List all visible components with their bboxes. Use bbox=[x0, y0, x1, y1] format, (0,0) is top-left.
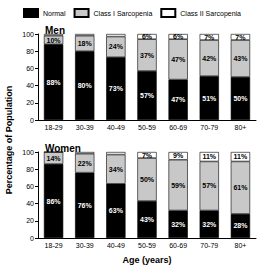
svg-text:20: 20 bbox=[26, 99, 34, 106]
svg-text:18%: 18% bbox=[78, 40, 93, 47]
svg-text:60: 60 bbox=[26, 183, 34, 190]
svg-text:50-59: 50-59 bbox=[138, 242, 156, 249]
svg-text:80+: 80+ bbox=[234, 124, 246, 131]
svg-text:50%: 50% bbox=[140, 176, 155, 183]
svg-text:42%: 42% bbox=[202, 55, 217, 62]
svg-text:40: 40 bbox=[26, 82, 34, 89]
svg-text:40: 40 bbox=[26, 200, 34, 207]
svg-text:80: 80 bbox=[26, 166, 34, 173]
svg-text:80+: 80+ bbox=[234, 242, 246, 249]
svg-text:60-69: 60-69 bbox=[169, 242, 187, 249]
svg-text:Men: Men bbox=[45, 25, 65, 36]
svg-text:Percentage of Population: Percentage of Population bbox=[4, 86, 14, 195]
svg-text:57%: 57% bbox=[140, 92, 155, 99]
svg-text:28%: 28% bbox=[233, 222, 248, 229]
svg-text:18-29: 18-29 bbox=[45, 242, 63, 249]
svg-text:60-69: 60-69 bbox=[169, 124, 187, 131]
svg-text:7%: 7% bbox=[142, 152, 153, 159]
svg-text:32%: 32% bbox=[202, 221, 217, 228]
svg-text:47%: 47% bbox=[171, 96, 186, 103]
svg-text:37%: 37% bbox=[140, 52, 155, 59]
svg-text:0: 0 bbox=[30, 117, 34, 124]
svg-text:6%: 6% bbox=[173, 33, 184, 40]
svg-text:47%: 47% bbox=[171, 56, 186, 63]
svg-text:40-49: 40-49 bbox=[107, 242, 125, 249]
svg-text:Age (years): Age (years) bbox=[122, 255, 171, 265]
svg-text:73%: 73% bbox=[109, 85, 124, 92]
svg-text:80: 80 bbox=[26, 48, 34, 55]
svg-text:61%: 61% bbox=[233, 184, 248, 191]
svg-text:18-29: 18-29 bbox=[45, 124, 63, 131]
svg-text:Normal: Normal bbox=[43, 10, 66, 17]
svg-text:51%: 51% bbox=[202, 95, 217, 102]
svg-text:24%: 24% bbox=[109, 43, 124, 50]
svg-text:Class I Sarcopenia: Class I Sarcopenia bbox=[94, 10, 153, 18]
svg-text:63%: 63% bbox=[109, 207, 124, 214]
svg-text:43%: 43% bbox=[140, 216, 155, 223]
svg-text:11%: 11% bbox=[234, 153, 248, 160]
svg-text:60: 60 bbox=[26, 65, 34, 72]
svg-text:Women: Women bbox=[45, 143, 81, 154]
svg-text:Class II Sarcopenia: Class II Sarcopenia bbox=[180, 10, 241, 18]
svg-text:30-39: 30-39 bbox=[76, 124, 94, 131]
svg-text:0: 0 bbox=[30, 235, 34, 242]
svg-text:30-39: 30-39 bbox=[76, 242, 94, 249]
svg-text:80%: 80% bbox=[78, 82, 93, 89]
svg-text:76%: 76% bbox=[78, 202, 93, 209]
svg-text:100: 100 bbox=[22, 31, 34, 38]
svg-text:57%: 57% bbox=[202, 182, 217, 189]
svg-text:59%: 59% bbox=[171, 182, 186, 189]
svg-text:70-79: 70-79 bbox=[200, 242, 218, 249]
svg-text:100: 100 bbox=[22, 149, 34, 156]
svg-text:32%: 32% bbox=[171, 221, 186, 228]
svg-text:7%: 7% bbox=[204, 34, 215, 41]
svg-text:22%: 22% bbox=[78, 160, 93, 167]
svg-text:7%: 7% bbox=[235, 34, 246, 41]
svg-text:50-59: 50-59 bbox=[138, 124, 156, 131]
svg-text:43%: 43% bbox=[233, 55, 248, 62]
svg-text:88%: 88% bbox=[47, 79, 62, 86]
svg-text:86%: 86% bbox=[47, 198, 62, 205]
svg-text:40-49: 40-49 bbox=[107, 124, 125, 131]
svg-text:14%: 14% bbox=[47, 155, 62, 162]
svg-text:20: 20 bbox=[26, 217, 34, 224]
svg-text:11%: 11% bbox=[202, 153, 216, 160]
svg-text:50%: 50% bbox=[233, 95, 248, 102]
svg-text:34%: 34% bbox=[109, 166, 124, 173]
svg-text:70-79: 70-79 bbox=[200, 124, 218, 131]
svg-text:10%: 10% bbox=[47, 37, 62, 44]
svg-text:9%: 9% bbox=[173, 152, 184, 159]
svg-text:6%: 6% bbox=[142, 33, 153, 40]
